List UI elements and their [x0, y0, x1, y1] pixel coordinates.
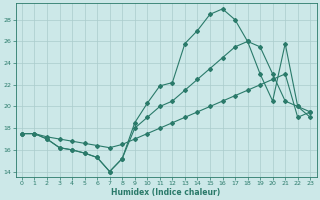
X-axis label: Humidex (Indice chaleur): Humidex (Indice chaleur) — [111, 188, 221, 197]
